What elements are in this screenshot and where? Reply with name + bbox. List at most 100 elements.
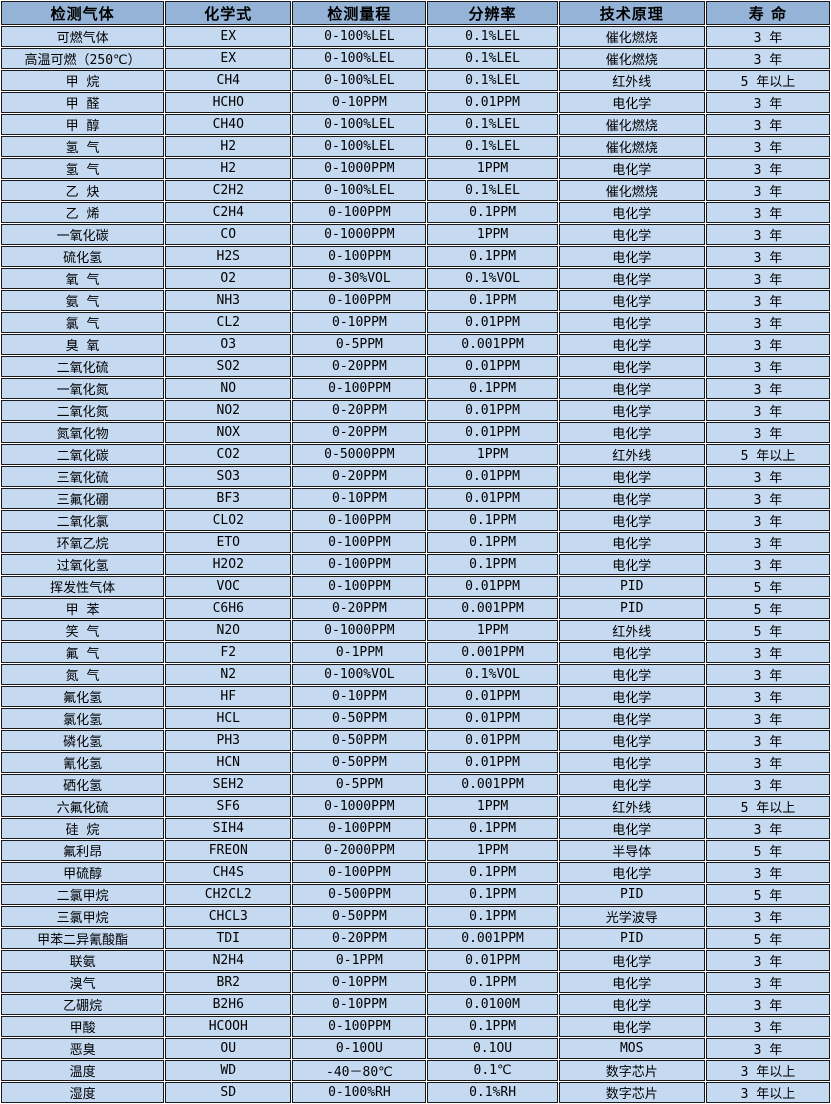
principle-cell: 电化学 xyxy=(558,664,705,685)
lifespan-cell: 3 年 xyxy=(705,686,830,707)
gas-name-cell: 一氧化氮 xyxy=(1,378,165,399)
table-row: 三氯甲烷 CHCL3 0-50PPM 0.1PPM 光学波导 3 年 xyxy=(1,906,830,927)
lifespan-cell: 3 年 xyxy=(705,92,830,113)
resolution-cell: 0.1PPM xyxy=(427,818,558,839)
principle-cell: 电化学 xyxy=(558,312,705,333)
gas-name-cell: 乙 烯 xyxy=(1,202,165,223)
table-row: 硒化氢 SEH2 0-5PPM 0.001PPM 电化学 3 年 xyxy=(1,774,830,795)
gas-name-cell: 臭 氧 xyxy=(1,334,165,355)
range-cell: 0-10PPM xyxy=(292,92,427,113)
range-cell: -40－80℃ xyxy=(292,1060,427,1081)
range-cell: 0-100%LEL xyxy=(292,180,427,201)
lifespan-cell: 3 年 xyxy=(705,312,830,333)
range-cell: 0-10OU xyxy=(292,1038,427,1059)
table-row: 恶臭 OU 0-10OU 0.1OU MOS 3 年 xyxy=(1,1038,830,1059)
formula-cell: B2H6 xyxy=(165,994,292,1015)
principle-cell: 催化燃烧 xyxy=(558,26,705,47)
range-cell: 0-100%LEL xyxy=(292,114,427,135)
table-row: 氯化氢 HCL 0-50PPM 0.01PPM 电化学 3 年 xyxy=(1,708,830,729)
gas-name-cell: 六氟化硫 xyxy=(1,796,165,817)
formula-cell: TDI xyxy=(165,928,292,949)
range-cell: 0-100PPM xyxy=(292,818,427,839)
resolution-cell: 0.1%VOL xyxy=(427,268,558,289)
principle-cell: 电化学 xyxy=(558,950,705,971)
principle-cell: 电化学 xyxy=(558,378,705,399)
formula-cell: HF xyxy=(165,686,292,707)
gas-name-cell: 甲 醛 xyxy=(1,92,165,113)
table-row: 氰化氢 HCN 0-50PPM 0.01PPM 电化学 3 年 xyxy=(1,752,830,773)
table-row: 氢 气 H2 0-100%LEL 0.1%LEL 催化燃烧 3 年 xyxy=(1,136,830,157)
resolution-cell: 1PPM xyxy=(427,444,558,465)
table-row: 二氧化碳 CO2 0-5000PPM 1PPM 红外线 5 年以上 xyxy=(1,444,830,465)
table-row: 一氧化氮 NO 0-100PPM 0.1PPM 电化学 3 年 xyxy=(1,378,830,399)
column-header-formula: 化学式 xyxy=(165,1,292,25)
gas-name-cell: 挥发性气体 xyxy=(1,576,165,597)
lifespan-cell: 3 年 xyxy=(705,708,830,729)
principle-cell: 红外线 xyxy=(558,796,705,817)
resolution-cell: 0.1PPM xyxy=(427,884,558,905)
resolution-cell: 0.001PPM xyxy=(427,334,558,355)
lifespan-cell: 5 年 xyxy=(705,598,830,619)
resolution-cell: 0.01PPM xyxy=(427,488,558,509)
principle-cell: 电化学 xyxy=(558,334,705,355)
gas-name-cell: 氟 气 xyxy=(1,642,165,663)
principle-cell: 电化学 xyxy=(558,1016,705,1037)
lifespan-cell: 3 年 xyxy=(705,202,830,223)
lifespan-cell: 5 年以上 xyxy=(705,796,830,817)
gas-name-cell: 硫化氢 xyxy=(1,246,165,267)
resolution-cell: 0.1%LEL xyxy=(427,70,558,91)
resolution-cell: 1PPM xyxy=(427,224,558,245)
table-row: 过氧化氢 H2O2 0-100PPM 0.1PPM 电化学 3 年 xyxy=(1,554,830,575)
table-row: 溴气 BR2 0-10PPM 0.1PPM 电化学 3 年 xyxy=(1,972,830,993)
range-cell: 0-10PPM xyxy=(292,994,427,1015)
lifespan-cell: 3 年 xyxy=(705,246,830,267)
lifespan-cell: 3 年 xyxy=(705,730,830,751)
formula-cell: NH3 xyxy=(165,290,292,311)
formula-cell: VOC xyxy=(165,576,292,597)
gas-name-cell: 甲苯二异氰酸酯 xyxy=(1,928,165,949)
resolution-cell: 0.001PPM xyxy=(427,928,558,949)
principle-cell: 电化学 xyxy=(558,510,705,531)
formula-cell: N2 xyxy=(165,664,292,685)
principle-cell: 电化学 xyxy=(558,994,705,1015)
lifespan-cell: 3 年 xyxy=(705,1016,830,1037)
table-row: 氮氧化物 NOX 0-20PPM 0.01PPM 电化学 3 年 xyxy=(1,422,830,443)
principle-cell: 电化学 xyxy=(558,92,705,113)
range-cell: 0-100PPM xyxy=(292,576,427,597)
gas-name-cell: 三氯甲烷 xyxy=(1,906,165,927)
gas-name-cell: 二氧化氯 xyxy=(1,510,165,531)
range-cell: 0-100PPM xyxy=(292,246,427,267)
resolution-cell: 0.1PPM xyxy=(427,862,558,883)
column-header-resolution: 分辨率 xyxy=(427,1,558,25)
lifespan-cell: 3 年以上 xyxy=(705,1082,830,1103)
range-cell: 0-1000PPM xyxy=(292,620,427,641)
formula-cell: N2O xyxy=(165,620,292,641)
range-cell: 0-50PPM xyxy=(292,708,427,729)
table-row: 氟 气 F2 0-1PPM 0.001PPM 电化学 3 年 xyxy=(1,642,830,663)
lifespan-cell: 3 年 xyxy=(705,158,830,179)
lifespan-cell: 5 年 xyxy=(705,620,830,641)
lifespan-cell: 3 年 xyxy=(705,510,830,531)
lifespan-cell: 3 年 xyxy=(705,818,830,839)
formula-cell: N2H4 xyxy=(165,950,292,971)
resolution-cell: 0.01PPM xyxy=(427,312,558,333)
principle-cell: 电化学 xyxy=(558,246,705,267)
lifespan-cell: 3 年 xyxy=(705,752,830,773)
formula-cell: CH4S xyxy=(165,862,292,883)
table-body: 可燃气体 EX 0-100%LEL 0.1%LEL 催化燃烧 3 年高温可燃（250℃） E… xyxy=(1,26,830,1103)
gas-name-cell: 甲 醇 xyxy=(1,114,165,135)
table-row: 二氧化硫 SO2 0-20PPM 0.01PPM 电化学 3 年 xyxy=(1,356,830,377)
resolution-cell: 0.1%RH xyxy=(427,1082,558,1103)
formula-cell: PH3 xyxy=(165,730,292,751)
resolution-cell: 0.1PPM xyxy=(427,510,558,531)
formula-cell: OU xyxy=(165,1038,292,1059)
table-row: 乙硼烷 B2H6 0-10PPM 0.0100M 电化学 3 年 xyxy=(1,994,830,1015)
resolution-cell: 0.1PPM xyxy=(427,532,558,553)
lifespan-cell: 3 年 xyxy=(705,378,830,399)
formula-cell: CO xyxy=(165,224,292,245)
range-cell: 0-10PPM xyxy=(292,312,427,333)
formula-cell: CL2 xyxy=(165,312,292,333)
table-row: 甲酸 HCOOH 0-100PPM 0.1PPM 电化学 3 年 xyxy=(1,1016,830,1037)
range-cell: 0-5PPM xyxy=(292,334,427,355)
table-row: 三氟化硼 BF3 0-10PPM 0.01PPM 电化学 3 年 xyxy=(1,488,830,509)
